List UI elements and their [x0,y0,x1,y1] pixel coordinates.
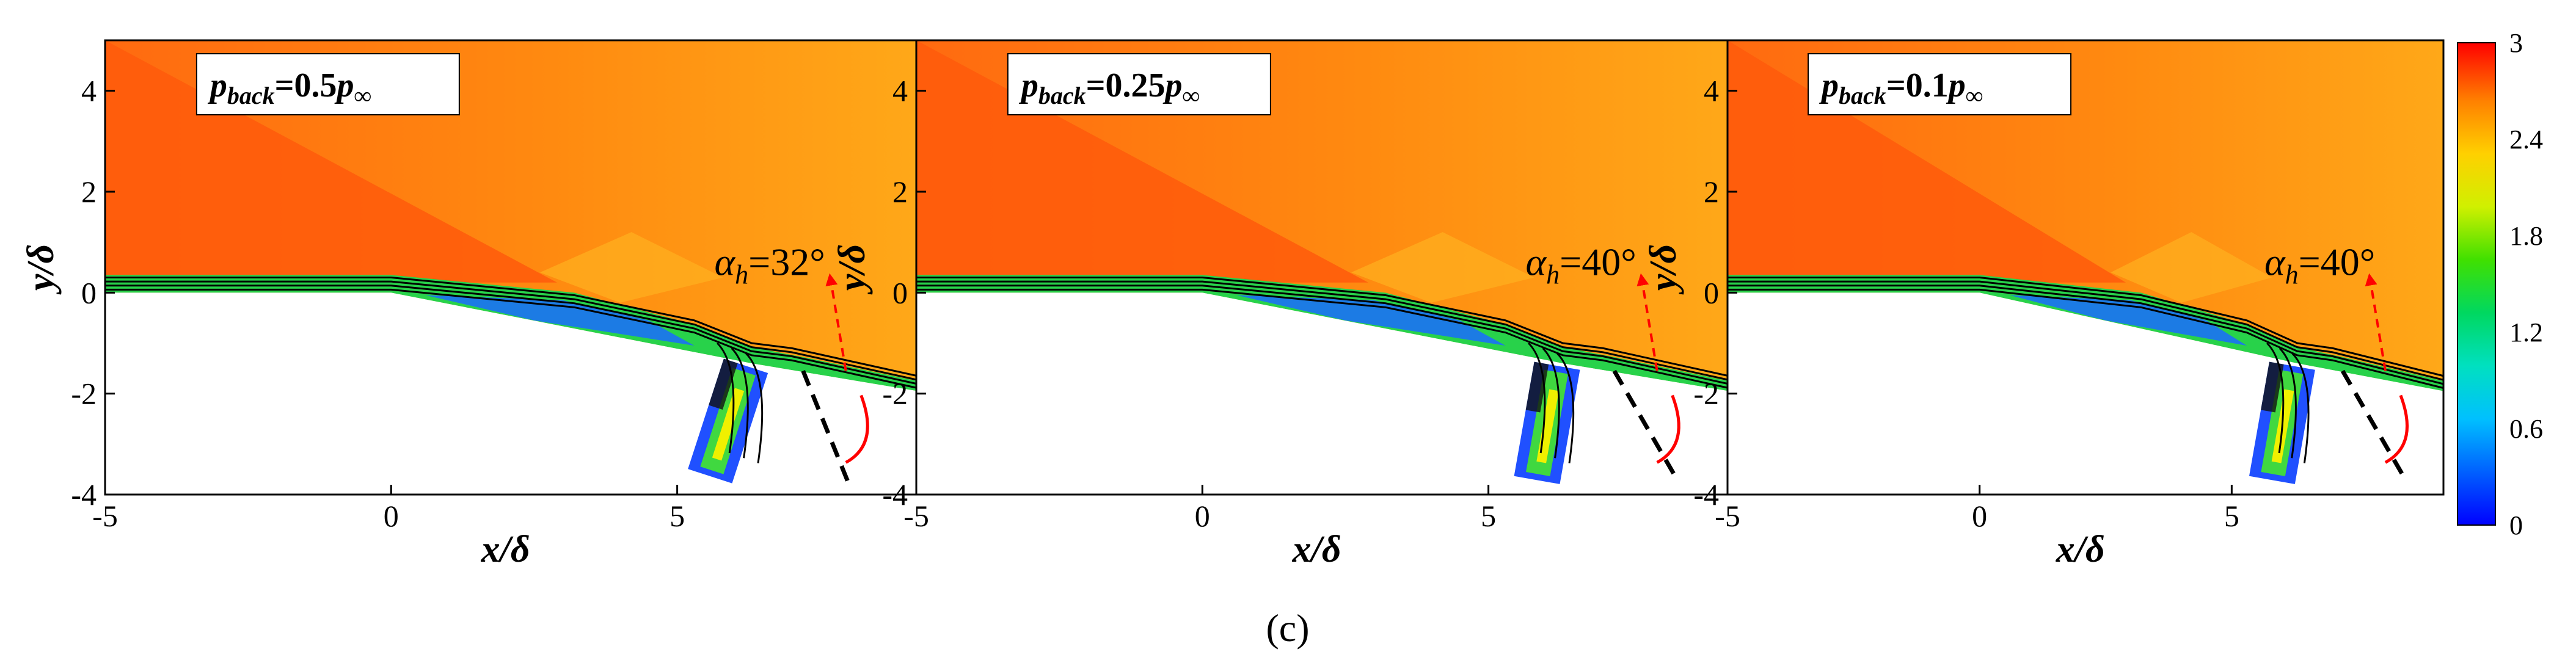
y-tick-label: 4 [892,74,908,108]
colorbar-tick-label: 2.4 [2509,125,2543,154]
plot-area [105,40,918,495]
colorbar-tick-label: 3 [2509,28,2523,58]
angle-arrow [1636,273,1658,371]
colorbar: 3 2.4 1.8 1.2 0.6 0 [2457,28,2543,540]
angle-arc [2384,394,2409,464]
y-tick-label: -2 [71,377,97,411]
y-tick-label: 4 [1704,74,1719,108]
flow-field [105,40,918,391]
expansion-band [2111,232,2272,303]
colorbar-tick-label: 0.6 [2509,414,2543,444]
angle-arc [845,394,869,464]
angle-annotation: αh=40° [1526,240,1636,289]
y-tick-label: 0 [81,275,97,310]
panel-3: αh=40° pback=0.1p∞ 4 2 0 -2 -4-5 0 5 x/δ y/δ [1643,39,2445,570]
flow-field [1728,40,2443,391]
angle-arc [1656,394,1680,464]
x-axis-label: x/δ [481,529,530,570]
angle-arrow [2365,273,2387,371]
panel-title: pback=0.1p∞ [1819,67,1983,109]
colorbar-tick-label: 1.2 [2509,317,2543,347]
separation-bubble [1236,295,1506,346]
separation-bubble [425,295,695,346]
title-box [195,53,460,115]
streamlines [105,277,918,463]
y-axis-label: y/δ [1643,244,1684,296]
hole-axis [2340,369,2406,478]
x-tick-label: -5 [92,499,118,533]
title-box [1808,53,2072,115]
y-tick-label: -2 [882,377,908,411]
y-tick-label: 2 [1704,175,1719,209]
hole-axis [801,370,851,485]
angle-annotation: αh=32° [715,240,825,289]
x-tick-label: 0 [1972,499,1987,533]
y-tick-label: 0 [1704,275,1719,310]
plot-area [1728,40,2443,495]
colorbar-tick-label: 0 [2509,510,2523,540]
x-axis-label: x/δ [1292,529,1341,570]
angle-arrow [825,273,847,371]
expansion-band [539,232,723,303]
x-tick-label: 5 [2224,499,2239,533]
x-tick-label: 0 [1195,499,1210,533]
x-tick-label: 5 [670,499,685,533]
y-tick-label: -4 [71,477,97,512]
streamlines [1728,277,2443,463]
y-tick-label: 0 [892,275,908,310]
y-tick-label: 2 [892,175,908,209]
boundary-layer [1728,275,2443,391]
x-axis-label: x/δ [2056,529,2105,570]
flow-field [916,40,1729,391]
x-tick-label: 0 [384,499,399,533]
y-tick-label: 4 [81,74,97,108]
title-box [1007,53,1271,115]
panel-2: αh=40°pback=0.25p∞420-2-4-5 0 5x/δy/δ [831,39,1730,570]
separation-bubble [2010,295,2247,346]
figure-caption: (c) [1266,606,1309,650]
x-tick-label: -5 [903,499,929,533]
boundary-layer [105,275,918,391]
panel-1: αh=32°pback=0.5p∞420-2-4-5 0 5x/δy/δ [20,39,919,570]
colorbar-gradient [2457,42,2496,526]
y-axis-label: y/δ [20,244,62,296]
streamlines [916,277,1729,463]
expansion-band [1351,232,1534,303]
bleed-slot [1514,361,1580,484]
shock-region [1728,40,2126,283]
plot-frame [1726,39,2445,496]
y-axis-label: y/δ [831,244,873,296]
y-tick-label: -4 [1693,477,1719,512]
boundary-layer [916,275,1729,391]
x-tick-label: -5 [1715,499,1740,533]
y-tick-label: 2 [81,175,97,209]
x-tick-label: 5 [1481,499,1496,533]
y-tick-label: -2 [1693,377,1719,411]
panel-title: pback=0.5p∞ [208,67,371,109]
hole-axis [1612,369,1677,478]
angle-annotation: αh=40° [2264,240,2375,289]
y-tick-label: -4 [882,477,908,512]
panel-title: pback=0.25p∞ [1019,67,1200,109]
colorbar-tick-label: 1.8 [2509,221,2543,251]
